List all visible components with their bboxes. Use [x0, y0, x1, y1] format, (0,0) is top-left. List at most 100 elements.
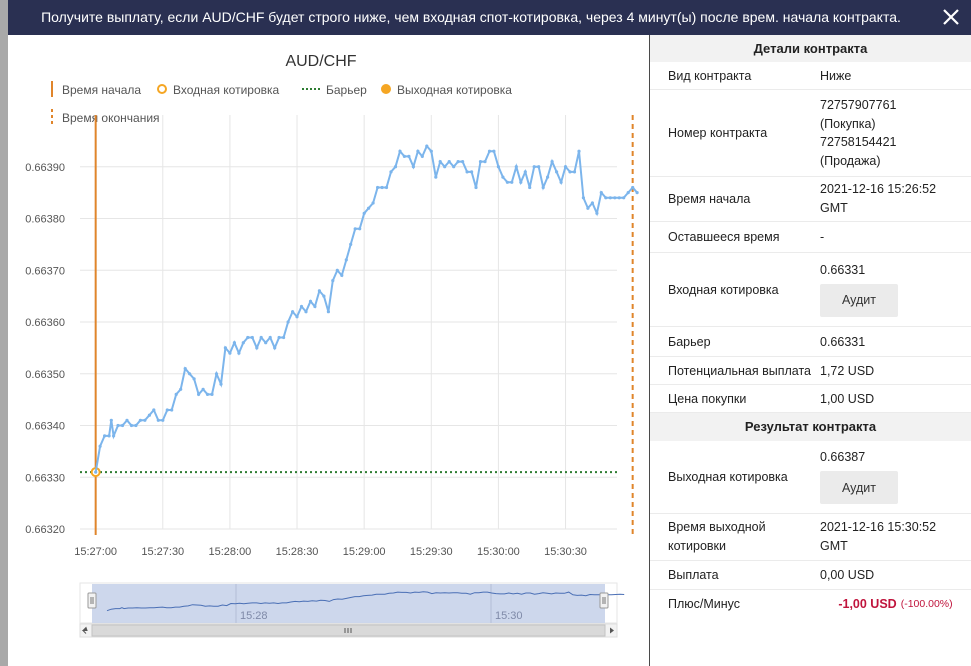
entry-spot-label: Входная котировка	[668, 282, 779, 297]
data-point	[492, 149, 496, 153]
data-point	[550, 160, 554, 164]
exit-spot-value: 0.66387	[820, 450, 866, 464]
data-point	[429, 149, 433, 153]
exit-spot-audit-button[interactable]: Аудит	[820, 471, 898, 504]
data-point	[358, 227, 362, 231]
chart-scrollbar[interactable]	[79, 623, 618, 638]
data-point	[483, 160, 487, 164]
close-icon[interactable]	[941, 7, 961, 27]
data-point	[367, 206, 371, 210]
data-point	[572, 170, 577, 174]
data-point	[559, 180, 563, 184]
y-tick-label: 0.66330	[25, 472, 65, 484]
data-point	[590, 201, 595, 205]
data-point	[407, 154, 411, 158]
data-point	[156, 418, 160, 422]
x-tick-label: 15:30:00	[477, 546, 520, 558]
x-tick-label: 15:27:00	[74, 546, 117, 558]
contract-id-sell-note: (Продажа)	[820, 153, 881, 168]
row-profit-loss: Плюс/Минус -1,00 USD (-100.00%)	[650, 590, 971, 617]
row-potential-payout: Потенциальная выплата 1,72 USD	[650, 357, 971, 385]
data-point	[604, 196, 608, 200]
x-tick-label: 15:29:30	[410, 546, 453, 558]
data-point	[295, 315, 299, 319]
price-chart: AUD/CHF Время начала Входная котировка Б…	[25, 53, 639, 638]
profit-loss-label: Плюс/Минус	[668, 596, 741, 611]
data-point	[456, 160, 460, 164]
contract-id-sell: 72758154421	[820, 135, 897, 149]
data-point	[147, 413, 151, 417]
entry-spot-audit-button[interactable]: Аудит	[820, 283, 898, 317]
data-point	[183, 367, 187, 371]
row-entry-spot: Входная котировка 0.66331 Аудит	[650, 253, 971, 327]
contract-details-panel: Детали контракта Вид контракта Ниже Номе…	[650, 35, 971, 666]
data-point	[389, 170, 393, 174]
data-point	[434, 175, 438, 179]
data-point	[626, 191, 630, 195]
navigator-selection[interactable]	[92, 584, 605, 623]
data-point	[568, 170, 572, 174]
y-tick-label: 0.66320	[25, 524, 65, 536]
data-point	[255, 346, 259, 350]
navigator-right-handle-body[interactable]	[599, 592, 609, 609]
legend-end-time[interactable]: Время окончания	[51, 109, 160, 125]
data-point	[259, 335, 263, 340]
data-point	[452, 165, 456, 169]
data-point	[438, 160, 442, 164]
data-point	[174, 392, 178, 396]
legend-entry-spot[interactable]: Входная котировка	[157, 83, 280, 97]
data-point	[510, 180, 514, 184]
legend-entry-spot-marker	[157, 84, 167, 94]
legend-exit-spot[interactable]: Выходная котировка	[381, 83, 512, 97]
data-point	[103, 434, 107, 438]
data-point	[273, 346, 277, 350]
navigator-left-handle[interactable]	[87, 592, 97, 609]
row-payout: Выплата 0,00 USD	[650, 561, 971, 590]
data-point	[501, 175, 505, 179]
data-point	[622, 196, 626, 200]
potential-payout-value: 1,72 USD	[820, 363, 875, 378]
row-barrier: Барьер 0.66331	[650, 327, 971, 357]
x-tick-label: 15:28:30	[276, 546, 319, 558]
data-point	[94, 470, 98, 474]
exit-time-value: 2021-12-16 15:30:52	[820, 520, 937, 534]
exit-spot-label: Выходная котировка	[668, 470, 788, 484]
start-time-zone: GMT	[820, 201, 848, 215]
chart-navigator[interactable]: 15:28 15:30	[79, 582, 625, 624]
data-point	[129, 423, 134, 428]
scroll-right-arrow-icon[interactable]	[610, 627, 614, 634]
scroll-left-arrow-icon[interactable]	[81, 626, 88, 634]
legend-barrier[interactable]: Барьер	[302, 83, 367, 97]
data-point	[317, 289, 321, 293]
exit-time-label: Время выходной котировки	[650, 514, 820, 560]
y-tick-label: 0.66380	[25, 214, 65, 226]
legend-start-time[interactable]: Время начала	[51, 81, 141, 97]
legend-start-time-label: Время начала	[62, 83, 141, 97]
data-point	[326, 310, 330, 314]
data-point	[595, 211, 599, 215]
payout-value: 0,00 USD	[820, 568, 875, 582]
legend-end-time-label: Время окончания	[62, 111, 160, 125]
data-point	[107, 434, 111, 438]
data-point	[631, 185, 635, 190]
data-point	[496, 165, 500, 169]
chart-pane: AUD/CHF Время начала Входная котировка Б…	[8, 35, 649, 666]
series-line	[94, 144, 638, 473]
data-point	[349, 242, 353, 246]
data-point	[546, 175, 550, 179]
data-point	[322, 294, 326, 298]
navigator-left-handle-body[interactable]	[87, 592, 97, 609]
data-point	[340, 273, 344, 277]
data-point	[362, 211, 366, 215]
data-point	[179, 387, 183, 391]
data-point	[331, 279, 335, 283]
data-point	[541, 185, 545, 190]
data-point	[447, 160, 451, 164]
data-point	[420, 154, 424, 158]
data-point	[98, 444, 102, 448]
data-point	[470, 170, 474, 174]
x-tick-label: 15:27:30	[141, 546, 184, 558]
start-time-label: Время начала	[668, 192, 751, 206]
data-point	[241, 341, 245, 345]
navigator-right-handle[interactable]	[599, 592, 609, 609]
